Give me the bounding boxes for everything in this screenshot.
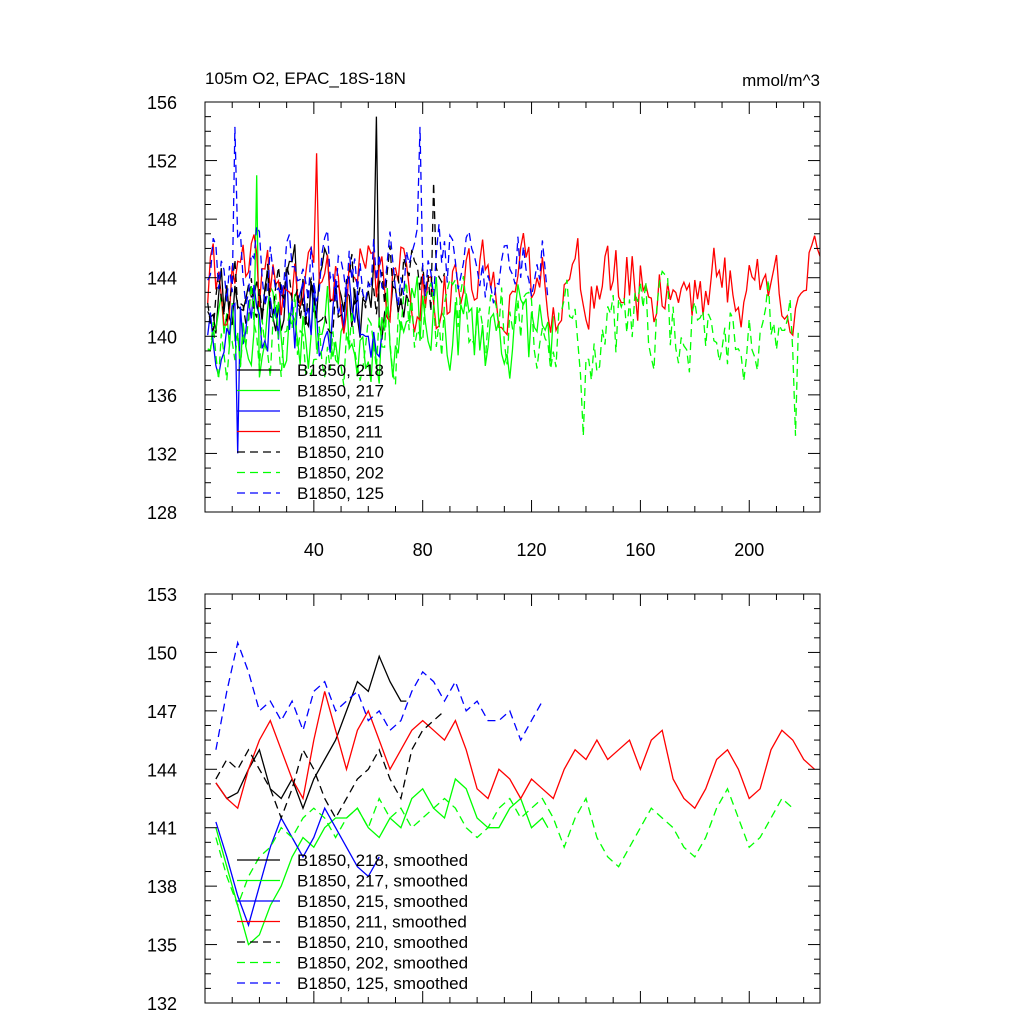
y-tick-label: 132 (147, 994, 177, 1014)
y-tick-label: 135 (147, 936, 177, 956)
top-plot: 128 132 136 140 144 148 152 156 40 80 120 160 200 B18… (147, 93, 821, 560)
series-line (215, 806, 380, 928)
chart-title: 105m O2, EPAC_18S-18N (205, 69, 406, 88)
series-group (207, 116, 821, 454)
x-tick-label: 160 (625, 540, 655, 560)
legend-label: B1850, 211 (297, 423, 383, 442)
y-tick-label: 150 (147, 643, 177, 663)
y-tick-label: 156 (147, 93, 177, 113)
series-line (207, 126, 549, 306)
legend-label: B1850, 215, smoothed (297, 892, 468, 911)
y-tick-label: 148 (147, 210, 177, 230)
series-line (215, 691, 816, 810)
legend-label: B1850, 217, smoothed (297, 872, 468, 891)
series-line (207, 116, 410, 340)
x-tick-label: 40 (304, 540, 324, 560)
bottom-plot: 132 135 138 141 144 147 150 153 B1850, 218, smoo… (147, 585, 821, 1014)
legend-label: B1850, 125 (297, 484, 384, 503)
series-line (207, 153, 821, 337)
legend-label: B1850, 211, smoothed (297, 913, 467, 932)
y-tick-label: 138 (147, 877, 177, 897)
y-tick-label: 140 (147, 327, 177, 347)
y-tick-label: 147 (147, 702, 177, 722)
x-tick-label: 200 (734, 540, 764, 560)
y-tick-label: 144 (147, 269, 177, 289)
series-line (215, 640, 543, 750)
legend-label: B1850, 202 (297, 464, 384, 483)
series-line (207, 271, 383, 454)
y-tick-label: 136 (147, 386, 177, 406)
y-tick-label: 141 (147, 819, 177, 839)
y-tick-label: 132 (147, 444, 177, 464)
legend-label: B1850, 218 (297, 361, 384, 380)
legend-label: B1850, 217 (297, 382, 384, 401)
series-line (215, 777, 549, 946)
units-label: mmol/m^3 (742, 71, 820, 90)
legend-label: B1850, 218, smoothed (297, 851, 468, 870)
legend-label: B1850, 210, smoothed (297, 933, 468, 952)
legend: B1850, 218, smoothed B1850, 217, smoothed… (237, 851, 468, 993)
series-line (207, 182, 446, 334)
legend-label: B1850, 202, smoothed (297, 954, 468, 973)
series-line (207, 175, 554, 384)
legend-label: B1850, 215 (297, 402, 384, 421)
series-line (215, 710, 445, 820)
y-tick-label: 144 (147, 760, 177, 780)
legend-label: B1850, 125, smoothed (297, 974, 468, 993)
x-tick-label: 120 (517, 540, 547, 560)
series-group (215, 640, 816, 946)
legend-label: B1850, 210 (297, 443, 384, 462)
y-tick-label: 128 (147, 503, 177, 523)
series-line (215, 787, 794, 908)
y-tick-label: 152 (147, 152, 177, 172)
y-tick-label: 153 (147, 585, 177, 605)
x-tick-label: 80 (413, 540, 433, 560)
series-line (207, 270, 799, 436)
